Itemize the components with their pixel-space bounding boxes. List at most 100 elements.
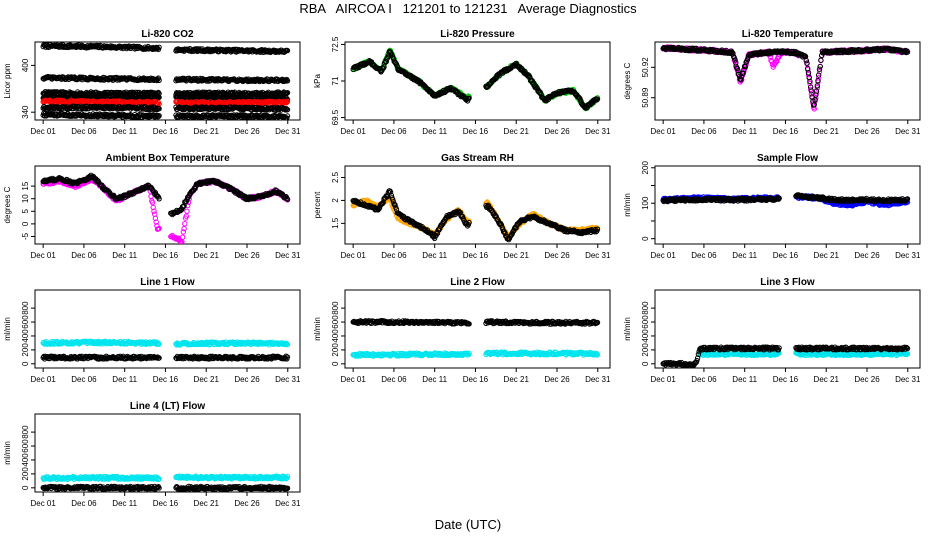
data-point <box>156 196 162 202</box>
data-point <box>540 218 546 224</box>
x-tick-label: Dec 26 <box>234 251 260 260</box>
data-point <box>805 72 812 78</box>
y-tick-label: 71 <box>331 76 340 85</box>
x-tick-label: Dec 06 <box>381 251 407 260</box>
plot-frame <box>344 41 611 121</box>
x-tick-label: Dec 11 <box>422 251 447 260</box>
x-tick-label: Dec 11 <box>732 251 757 260</box>
panel-title: Li-820 CO2 <box>141 29 194 40</box>
data-point <box>156 94 162 101</box>
x-tick-label: Dec 16 <box>773 127 799 136</box>
x-tick-label: Dec 31 <box>895 127 921 136</box>
data-point <box>803 57 809 64</box>
data-point <box>431 235 438 242</box>
y-axis-label: ml/min <box>623 193 632 217</box>
y-tick-label: 50.89 <box>641 87 650 108</box>
x-tick-label: Dec 31 <box>895 251 921 260</box>
panel-title: Li-820 Temperature <box>742 29 834 40</box>
x-tick-label: Dec 21 <box>194 251 220 260</box>
series-low-reference <box>40 110 291 120</box>
data-point <box>178 239 184 244</box>
data-point <box>816 66 823 72</box>
data-point <box>183 213 190 219</box>
data-point <box>807 80 813 87</box>
x-tick-label: Dec 06 <box>691 251 717 260</box>
data-point <box>156 225 162 232</box>
data-point <box>392 202 398 208</box>
data-point <box>179 234 186 240</box>
data-point <box>816 69 823 75</box>
data-point <box>465 96 472 102</box>
x-tick-label: Dec 21 <box>194 127 220 136</box>
y-tick-label: 1.5 <box>331 217 340 229</box>
data-point <box>502 230 508 237</box>
data-point <box>350 198 356 204</box>
data-point <box>156 44 162 50</box>
x-tick-label: Dec 16 <box>773 251 799 260</box>
x-tick-label: Dec 01 <box>30 127 56 136</box>
y-tick-label: 200 <box>641 161 650 175</box>
data-point <box>284 195 290 202</box>
y-tick-label: 15 <box>21 181 30 190</box>
x-tick-label: Dec 06 <box>381 127 407 136</box>
data-point <box>815 77 821 84</box>
data-point <box>814 85 820 91</box>
series-average <box>660 44 911 108</box>
y-tick-label: 10 <box>21 194 30 203</box>
x-tick-label: Dec 26 <box>854 127 880 136</box>
x-tick-label: Dec 01 <box>30 251 56 260</box>
data-point <box>496 73 502 79</box>
data-point <box>284 106 291 113</box>
data-point <box>151 208 157 214</box>
x-tick-label: Dec 31 <box>585 251 611 260</box>
data-point <box>741 66 747 73</box>
x-tick-label: Dec 01 <box>340 251 366 260</box>
data-point <box>732 57 738 63</box>
data-point <box>817 63 823 70</box>
data-point <box>284 113 291 119</box>
data-point <box>181 226 187 232</box>
data-point <box>813 88 820 94</box>
plot-frame <box>654 165 921 245</box>
data-point <box>739 73 745 80</box>
y-tick-label: 69.5 <box>331 109 340 125</box>
x-tick-label: Dec 26 <box>544 127 570 136</box>
x-tick-label: Dec 26 <box>854 251 880 260</box>
figure-title: RBA AIRCOA I 121201 to 121231 Average Di… <box>299 1 637 16</box>
series-reference-5 <box>40 103 291 114</box>
series-average <box>350 188 601 243</box>
x-tick-label: Dec 11 <box>112 251 137 260</box>
panel-title: Ambient Box Temperature <box>105 153 230 164</box>
data-point <box>156 77 162 84</box>
data-point <box>182 221 188 227</box>
series-average <box>350 48 601 111</box>
x-tick-label: Dec 16 <box>463 251 489 260</box>
x-tick-label: Dec 11 <box>422 127 447 136</box>
y-tick-label: 400 <box>21 58 30 72</box>
x-tick-label: Dec 21 <box>504 251 530 260</box>
data-point <box>808 88 815 94</box>
data-point <box>594 96 601 102</box>
data-point <box>730 50 736 56</box>
data-point <box>390 196 396 203</box>
data-point <box>808 84 814 90</box>
x-tick-label: Dec 21 <box>814 251 840 260</box>
data-point <box>284 98 291 104</box>
x-tick-label: Dec 01 <box>650 251 676 260</box>
data-point <box>390 199 397 205</box>
data-point <box>384 192 391 199</box>
data-point <box>368 59 375 65</box>
y-axis-label: percent <box>313 191 322 218</box>
x-tick-label: Dec 11 <box>112 127 137 136</box>
data-point <box>180 204 187 210</box>
data-point <box>802 53 808 59</box>
y-tick-label: 2.5 <box>331 171 340 183</box>
data-point <box>380 199 386 206</box>
y-axis-label: Licor ppm <box>3 63 12 98</box>
x-tick-label: Dec 21 <box>814 127 840 136</box>
x-tick-label: Dec 06 <box>691 127 717 136</box>
